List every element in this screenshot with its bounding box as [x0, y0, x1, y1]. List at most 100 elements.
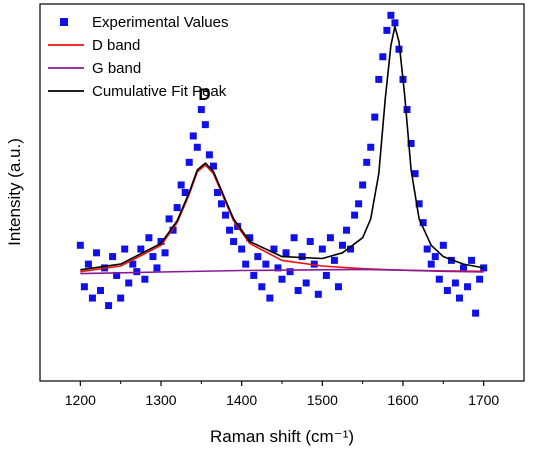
peak-label-g: G	[389, 0, 402, 2]
experimental-point	[294, 287, 302, 295]
experimental-point	[322, 271, 330, 279]
experimental-point	[189, 132, 197, 140]
experimental-point	[129, 260, 137, 268]
series-cumulative-fit-peak	[80, 25, 484, 271]
experimental-point	[451, 279, 459, 287]
x-tick-label-1400: 1400	[226, 392, 257, 408]
series-g-band	[80, 268, 484, 275]
experimental-point	[330, 256, 338, 264]
experimental-point	[262, 260, 270, 268]
experimental-point	[367, 143, 375, 151]
experimental-point	[92, 249, 100, 257]
experimental-point	[113, 271, 121, 279]
x-tick-label-1500: 1500	[307, 392, 338, 408]
experimental-point	[80, 283, 88, 291]
series-layer	[76, 11, 488, 317]
experimental-point	[157, 238, 165, 246]
experimental-point	[314, 290, 322, 298]
experimental-point	[133, 268, 141, 276]
experimental-point	[121, 245, 129, 253]
x-axis-label: Raman shift (cm⁻¹)	[210, 427, 354, 446]
experimental-point	[258, 283, 266, 291]
experimental-point	[306, 238, 314, 246]
experimental-point	[407, 139, 415, 147]
experimental-point	[476, 275, 484, 283]
legend: Experimental Values D band G band Cumulativ…	[48, 14, 228, 100]
experimental-point	[435, 275, 443, 283]
experimental-point	[334, 283, 342, 291]
experimental-point	[226, 226, 234, 234]
experimental-point	[355, 200, 363, 208]
experimental-point	[286, 268, 294, 276]
experimental-point	[213, 189, 221, 196]
experimental-point	[205, 151, 213, 159]
experimental-point	[298, 253, 306, 261]
experimental-point	[403, 106, 411, 114]
experimental-point	[343, 226, 351, 234]
experimental-point	[339, 241, 346, 249]
experimental-point	[145, 234, 153, 242]
experimental-point	[347, 245, 355, 253]
experimental-point	[455, 294, 463, 302]
experimental-point	[97, 287, 104, 295]
experimental-point	[468, 256, 476, 264]
experimental-point	[464, 283, 472, 291]
experimental-point	[84, 260, 92, 268]
experimental-point	[363, 158, 371, 166]
series-d-band	[80, 164, 484, 273]
experimental-point	[302, 279, 310, 287]
legend-label: Experimental Values	[92, 14, 228, 31]
experimental-point	[460, 264, 467, 272]
experimental-point	[419, 219, 427, 227]
experimental-point	[141, 275, 149, 283]
experimental-point	[169, 226, 177, 234]
series-experimental-values	[76, 11, 488, 317]
peak-annotations: DG	[198, 0, 402, 104]
experimental-point	[266, 294, 274, 302]
experimental-point	[230, 238, 238, 246]
legend-label: G band	[92, 60, 141, 77]
experimental-point	[149, 253, 157, 261]
line-g-band	[80, 268, 484, 275]
experimental-point	[76, 241, 84, 249]
experimental-point	[218, 200, 225, 208]
experimental-point	[88, 294, 96, 302]
experimental-point	[125, 279, 133, 287]
experimental-point	[351, 211, 359, 219]
experimental-point	[443, 287, 451, 295]
experimental-point	[242, 260, 250, 268]
legend-marker	[60, 18, 68, 26]
experimental-point	[185, 158, 193, 166]
x-tick-label-1700: 1700	[468, 392, 499, 408]
experimental-point	[359, 181, 367, 189]
experimental-point	[254, 253, 262, 261]
experimental-point	[109, 253, 117, 261]
x-axis: 1200 1300 1400 1500 1600 1700	[65, 381, 499, 408]
experimental-point	[209, 162, 217, 170]
experimental-point	[250, 271, 258, 279]
experimental-point	[375, 75, 383, 83]
x-tick-label-1600: 1600	[387, 392, 418, 408]
experimental-point	[137, 245, 145, 253]
legend-label: Cumulative Fit Peak	[92, 83, 227, 100]
experimental-point	[117, 294, 125, 302]
experimental-point	[439, 241, 447, 249]
experimental-point	[246, 234, 254, 242]
experimental-point	[379, 53, 387, 61]
experimental-point	[181, 189, 189, 196]
peak-label-d: D	[198, 85, 210, 104]
line-d-band	[80, 164, 484, 273]
experimental-point	[278, 275, 286, 283]
experimental-point	[173, 204, 181, 212]
experimental-point	[193, 143, 201, 151]
experimental-point	[201, 121, 209, 129]
experimental-point	[274, 264, 282, 272]
experimental-point	[472, 309, 480, 317]
experimental-point	[411, 170, 419, 178]
experimental-point	[423, 245, 431, 253]
experimental-point	[391, 19, 399, 27]
y-axis-label: Intensity (a.u.)	[5, 138, 24, 246]
x-tick-label-1300: 1300	[145, 392, 176, 408]
experimental-point	[387, 11, 395, 19]
